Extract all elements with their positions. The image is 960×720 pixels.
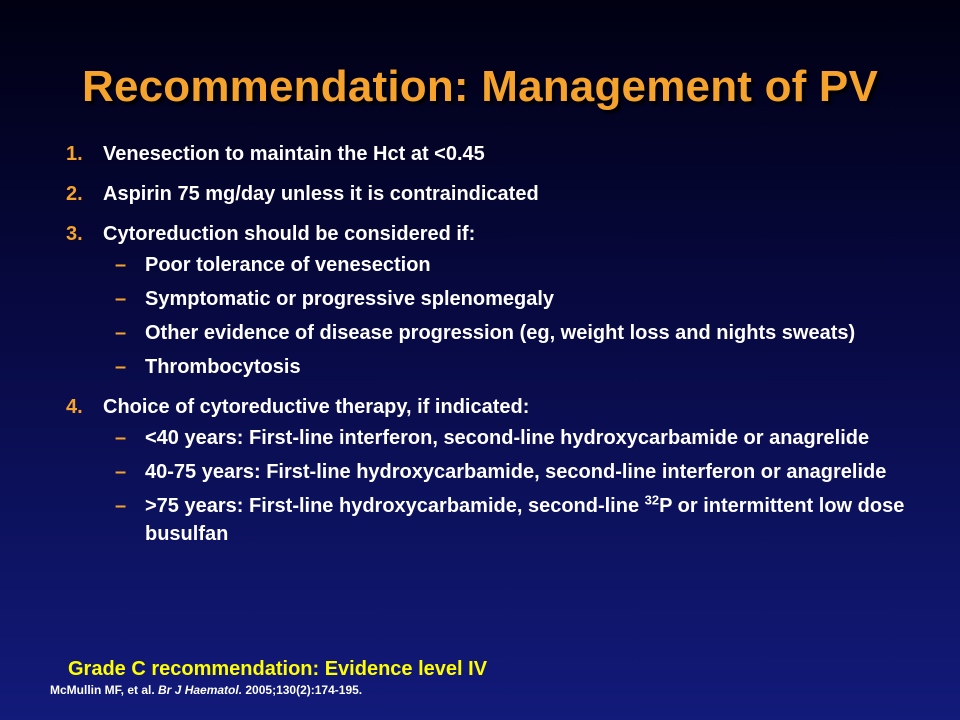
sub-list: – Poor tolerance of venesection – Sympto… [103, 251, 926, 381]
sub-item-text: Poor tolerance of venesection [145, 254, 431, 276]
dash-bullet: – [115, 461, 127, 483]
item-number: 4. [66, 396, 83, 418]
dash-bullet: – [115, 322, 127, 344]
item-text: Choice of cytoreductive therapy, if indi… [103, 396, 530, 418]
sub-item: – Poor tolerance of venesection [103, 251, 926, 279]
citation-authors: McMullin MF, et al. [50, 683, 159, 697]
dash-bullet: – [115, 356, 127, 378]
sub-item-text: <40 years: First-line interferon, second… [145, 427, 870, 449]
list-item-4: 4. Choice of cytoreductive therapy, if i… [66, 393, 926, 548]
recommendation-list: 1. Venesection to maintain the Hct at <0… [66, 140, 926, 560]
item-number: 3. [66, 223, 83, 245]
sub-item-text-pre: >75 years: First-line hydroxycarbamide, … [145, 495, 645, 517]
sub-list: – <40 years: First-line interferon, seco… [103, 424, 926, 548]
sub-item-text: Thrombocytosis [145, 356, 301, 378]
sub-item-text: Symptomatic or progressive splenomegaly [145, 288, 555, 310]
citation-journal: Br J Haematol. [158, 683, 243, 697]
item-number: 1. [66, 143, 83, 165]
sub-item-text: >75 years: First-line hydroxycarbamide, … [145, 492, 905, 545]
dash-bullet: – [115, 288, 127, 310]
dash-bullet: – [115, 427, 127, 449]
list-item-1: 1. Venesection to maintain the Hct at <0… [66, 140, 926, 168]
sub-item: – Other evidence of disease progression … [103, 319, 926, 347]
dash-bullet: – [115, 254, 127, 276]
sub-item-text-post: P or intermittent low dose busulfan [145, 495, 905, 545]
grade-recommendation: Grade C recommendation: Evidence level I… [68, 658, 488, 680]
citation: McMullin MF, et al. Br J Haematol. 2005;… [50, 683, 362, 697]
sub-item: – <40 years: First-line interferon, seco… [103, 424, 926, 452]
sub-item-text: Other evidence of disease progression (e… [145, 322, 856, 344]
sub-item: – >75 years: First-line hydroxycarbamide… [103, 492, 926, 548]
slide-title: Recommendation: Management of PV [81, 62, 879, 111]
list-item-2: 2. Aspirin 75 mg/day unless it is contra… [66, 180, 926, 208]
item-text: Aspirin 75 mg/day unless it is contraind… [103, 183, 539, 205]
sub-item: – 40-75 years: First-line hydroxycarbami… [103, 458, 926, 486]
list-item-3: 3. Cytoreduction should be considered if… [66, 220, 926, 381]
sub-item-text: 40-75 years: First-line hydroxycarbamide… [145, 461, 887, 483]
item-number: 2. [66, 183, 83, 205]
sub-item: – Symptomatic or progressive splenomegal… [103, 285, 926, 313]
dash-bullet: – [115, 495, 127, 517]
item-text: Cytoreduction should be considered if: [103, 223, 476, 245]
citation-details: 2005;130(2):174-195. [242, 683, 363, 697]
sub-item: – Thrombocytosis [103, 353, 926, 381]
superscript-32: 32 [644, 492, 660, 508]
item-text: Venesection to maintain the Hct at <0.45 [103, 143, 485, 165]
